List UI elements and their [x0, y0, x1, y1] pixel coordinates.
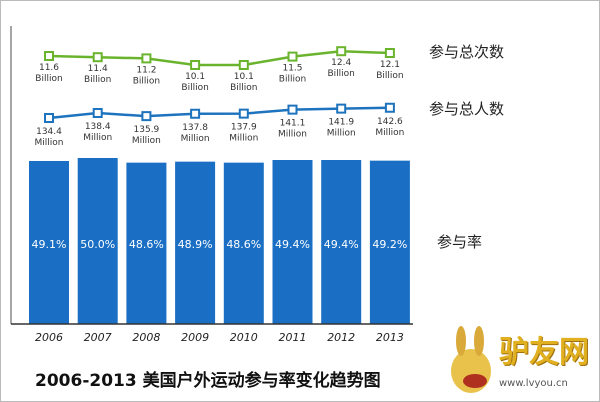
total-visits-value-2013: 12.1 [380, 60, 400, 70]
total-participants-marker-2007 [92, 108, 103, 118]
total-participants-unit-2011: Million [278, 130, 307, 140]
total-participants-marker-2006 [44, 113, 54, 123]
bar-label-2010: 48.6% [226, 238, 261, 251]
bar-label-2013: 49.2% [372, 238, 407, 251]
total-visits-marker-2011 [287, 51, 298, 62]
total-participants-value-2007: 138.4 [85, 122, 111, 132]
total-visits-unit-2011: Billion [279, 75, 306, 85]
bar-label-2012: 49.4% [324, 238, 359, 251]
total-participants-marker-2010 [238, 108, 249, 119]
total-visits-unit-2008: Billion [133, 76, 160, 86]
total-visits-unit-2009: Billion [181, 83, 208, 93]
total-visits-value-2012: 12.4 [331, 58, 351, 68]
total-participants-marker-2011 [287, 104, 298, 115]
legend-total-participants: 参与总人数 [429, 100, 505, 118]
total-visits-marker-2010 [238, 60, 249, 70]
total-visits-value-2011: 11.5 [282, 64, 302, 74]
total-visits-value-2007: 11.4 [88, 64, 108, 74]
x-tick-2007: 2007 [84, 331, 112, 344]
logo: 驴友网 www.lvyou.cn [441, 326, 599, 401]
bar-2010 [223, 162, 264, 324]
total-visits-unit-2012: Billion [328, 69, 355, 79]
bar-label-2009: 48.9% [178, 238, 213, 251]
legend-total-visits: 参与总次数 [429, 43, 505, 61]
total-participants-unit-2006: Million [35, 138, 64, 148]
logo-url: www.lvyou.cn [499, 378, 568, 389]
total-participants-value-2010: 137.9 [231, 123, 257, 133]
total-participants-value-2011: 141.1 [280, 119, 306, 129]
total-participants-marker-2013 [384, 102, 395, 113]
total-participants-unit-2010: Million [229, 134, 258, 144]
total-participants-unit-2008: Million [132, 136, 161, 146]
total-visits-marker-2012 [336, 46, 347, 57]
total-participants-value-2009: 137.8 [182, 123, 208, 133]
x-tick-2006: 2006 [35, 331, 63, 344]
x-tick-2009: 2009 [181, 331, 209, 344]
total-visits-line [48, 49, 390, 67]
bar-2011 [272, 159, 313, 324]
total-participants-line [48, 106, 390, 120]
bar-2006 [29, 160, 69, 324]
bar-label-2007: 50.0% [80, 238, 115, 251]
bar-label-2006: 49.1% [32, 238, 67, 251]
legend-participation-rate: 参与率 [437, 233, 483, 251]
total-participants-unit-2007: Million [83, 133, 112, 143]
x-tick-2010: 2010 [230, 331, 258, 344]
logo-text: 驴友网 [499, 335, 589, 370]
total-visits-marker-2009 [190, 60, 201, 70]
total-visits-marker-2008 [141, 53, 152, 64]
bar-label-2011: 49.4% [275, 238, 310, 251]
total-visits-value-2006: 11.6 [39, 63, 59, 73]
x-tick-2013: 2013 [376, 331, 404, 344]
total-visits-unit-2013: Billion [376, 71, 403, 81]
bar-2007 [77, 158, 118, 324]
x-tick-2008: 2008 [132, 331, 160, 344]
total-visits-unit-2007: Billion [84, 75, 111, 85]
total-participants-value-2008: 135.9 [134, 125, 160, 135]
total-visits-marker-2013 [384, 48, 395, 58]
total-participants-value-2006: 134.4 [36, 127, 62, 137]
x-tick-2011: 2011 [279, 331, 307, 344]
total-participants-unit-2012: Million [327, 129, 356, 139]
total-participants-marker-2008 [141, 111, 152, 122]
total-participants-marker-2009 [190, 108, 201, 119]
total-visits-unit-2010: Billion [230, 83, 257, 93]
total-visits-marker-2007 [92, 52, 103, 63]
total-visits-value-2009: 10.1 [185, 72, 205, 82]
chart-title: 2006-2013 美国户外运动参与率变化趋势图 [35, 371, 381, 391]
total-visits-value-2008: 11.2 [136, 65, 156, 75]
total-participants-value-2012: 141.9 [328, 118, 354, 128]
x-tick-2012: 2012 [327, 331, 355, 344]
donkey-mascot-icon [451, 326, 491, 393]
bar-2008 [126, 162, 167, 324]
bar-2009 [175, 161, 216, 324]
total-participants-unit-2013: Million [375, 128, 404, 138]
bar-label-2008: 48.6% [129, 238, 164, 251]
bar-2012 [321, 159, 362, 324]
total-visits-unit-2006: Billion [35, 74, 62, 84]
total-visits-marker-2006 [44, 51, 54, 61]
bar-2013 [369, 160, 410, 324]
total-participants-marker-2012 [336, 103, 347, 114]
total-visits-value-2010: 10.1 [234, 72, 254, 82]
total-participants-value-2013: 142.6 [377, 117, 403, 127]
total-participants-unit-2009: Million [181, 134, 210, 144]
